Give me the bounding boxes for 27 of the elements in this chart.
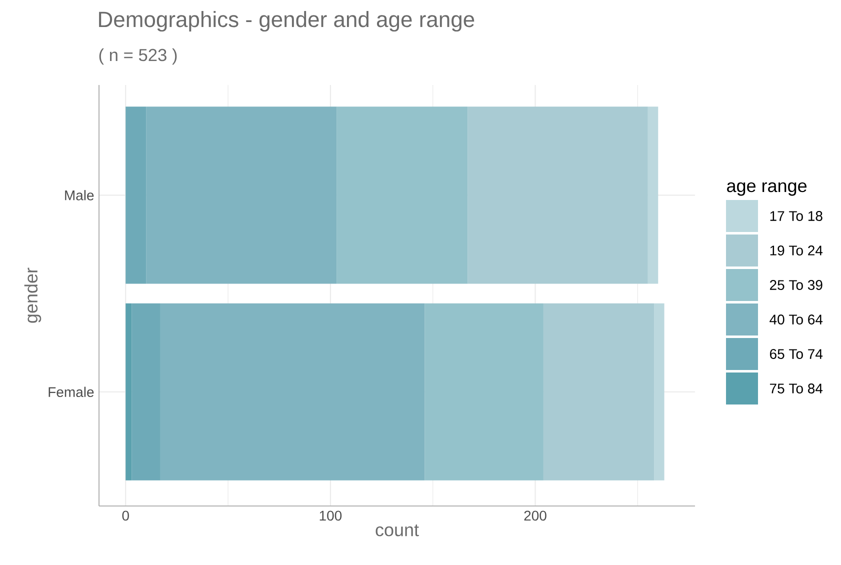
y-axis-title: gender <box>24 268 42 323</box>
bar <box>146 106 337 284</box>
bar <box>126 303 132 480</box>
x-tick-label: 200 <box>524 510 546 521</box>
bar <box>468 106 648 284</box>
bar <box>126 106 146 284</box>
bar <box>132 303 160 480</box>
chart-subtitle: ( n = 523 ) <box>99 48 177 65</box>
chart-title: Demographics - gender and age range <box>99 11 474 32</box>
bar <box>424 303 544 480</box>
bar <box>648 106 658 284</box>
legend-label: 40 To 64 <box>770 314 823 324</box>
bar <box>160 303 425 480</box>
y-tick-label: Male <box>65 190 94 200</box>
bar <box>654 303 664 480</box>
legend-title: age range <box>727 182 807 196</box>
x-tick-label: 0 <box>122 510 129 521</box>
legend-label: 65 To 74 <box>770 349 823 359</box>
x-tick-label: 100 <box>320 510 342 521</box>
y-tick-label: Female <box>48 386 94 398</box>
x-axis-title: count <box>376 524 419 536</box>
bar <box>336 106 468 284</box>
legend-label: 75 To 84 <box>770 384 823 394</box>
legend-label: 19 To 24 <box>770 246 823 256</box>
bar <box>543 303 654 480</box>
legend-label: 25 To 39 <box>770 280 822 290</box>
legend-label: 17 To 18 <box>770 211 822 221</box>
